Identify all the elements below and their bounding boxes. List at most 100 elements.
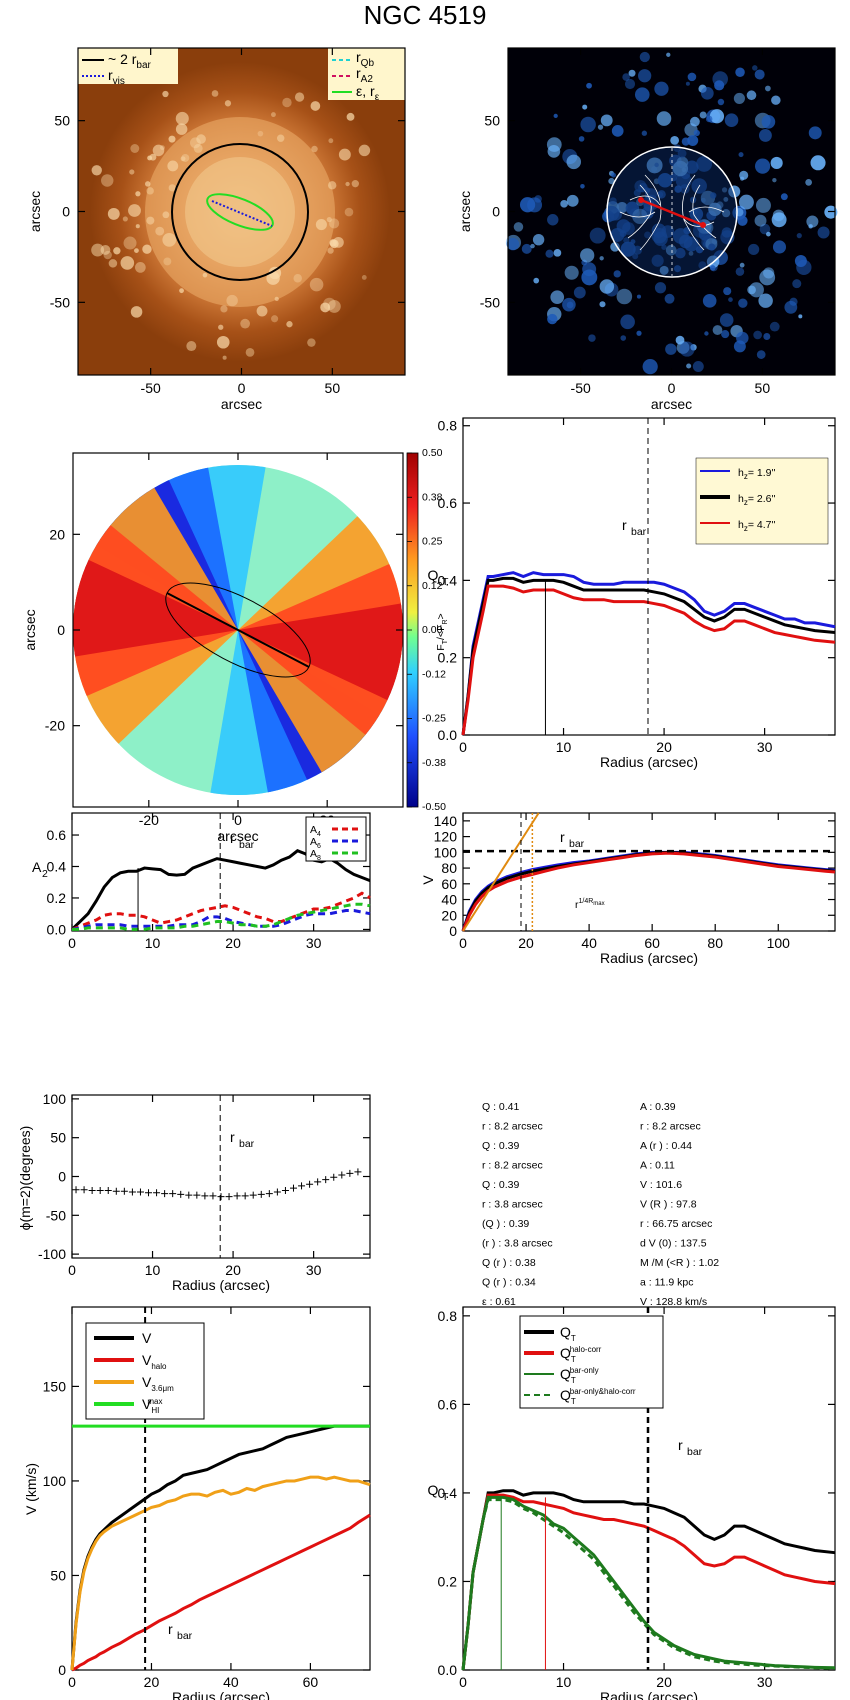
phase-point xyxy=(80,1186,88,1194)
phase-point xyxy=(128,1188,136,1196)
hi-clump xyxy=(817,226,830,239)
hi-clump xyxy=(735,267,745,276)
series-line xyxy=(461,1495,836,1671)
phase-point xyxy=(72,1186,80,1194)
hi-clump xyxy=(770,156,783,170)
hi-clump xyxy=(622,73,630,81)
tick-label: 0 xyxy=(459,935,467,951)
hi-clump xyxy=(599,301,606,308)
hi-clump xyxy=(578,136,585,142)
tick-label: 50 xyxy=(50,1567,66,1583)
bright-knot xyxy=(175,111,189,126)
hi-clump xyxy=(580,116,596,133)
hi-clump xyxy=(798,314,803,319)
x-axis-label: Radius (arcsec) xyxy=(600,950,698,966)
hi-clump xyxy=(679,341,695,357)
stat-right-line: r : 66.75 arcsec xyxy=(640,1218,712,1230)
series-line xyxy=(70,1424,370,1671)
hi-clump xyxy=(796,259,812,276)
tick-label: 50 xyxy=(755,380,771,396)
tick-label: 0.0 xyxy=(47,921,67,937)
bright-knot xyxy=(128,204,141,217)
hi-clump xyxy=(597,124,604,130)
bright-knot xyxy=(146,216,155,225)
bright-knot xyxy=(345,181,350,187)
bright-knot xyxy=(179,288,184,294)
tick-label: 40 xyxy=(223,1674,239,1690)
series-line xyxy=(70,1475,371,1671)
hi-clump xyxy=(692,361,704,373)
bright-knot xyxy=(202,272,208,278)
tick-label: -20 xyxy=(45,718,65,734)
y-axis-label: Q xyxy=(428,567,439,583)
stat-right-line: M /M (<R ) : 1.02 xyxy=(640,1257,719,1269)
plot-frame xyxy=(71,1306,371,1671)
bright-knot xyxy=(211,90,219,97)
stat-left-line: Q : 0.39 xyxy=(482,1140,520,1152)
force-ratio-map: 0.50 0.38 0.25 0.12 0.00 -0.12 -0.25 -0.38 -0.50… xyxy=(72,447,449,813)
tick-label: 0.8 xyxy=(438,418,458,434)
bright-knot xyxy=(193,143,203,153)
hi-clump xyxy=(581,269,598,286)
hi-clump xyxy=(733,92,745,104)
series-line xyxy=(70,849,371,931)
hi-clump xyxy=(792,279,802,289)
colorbar-tick-label: 0.12 xyxy=(422,580,443,592)
series-line xyxy=(461,1489,836,1671)
series-line xyxy=(71,1513,371,1672)
bright-knot xyxy=(216,335,230,349)
hi-clump xyxy=(639,51,650,63)
hi-clump xyxy=(620,335,627,341)
hi-clump xyxy=(728,297,733,302)
hi-clump xyxy=(709,265,716,271)
tick-label: -20 xyxy=(139,812,159,828)
hi-clump xyxy=(758,128,772,142)
series-line xyxy=(461,571,836,736)
hi-clump xyxy=(521,243,532,254)
phase-point xyxy=(161,1190,169,1198)
hz-legend-text: hz= 1.9'' xyxy=(738,467,776,481)
tick-label: 50 xyxy=(50,1130,66,1146)
bright-knot xyxy=(351,180,359,188)
bright-knot xyxy=(167,160,179,172)
tick-label: 10 xyxy=(145,935,161,951)
hi-clump xyxy=(624,78,636,90)
tick-label: 20 xyxy=(441,907,457,923)
hi-clump xyxy=(771,212,787,228)
hi-clump xyxy=(687,72,697,82)
phase-point xyxy=(338,1171,346,1179)
hi-clump xyxy=(641,130,648,136)
hi-clump xyxy=(754,214,767,227)
colorbar-tick-label: -0.38 xyxy=(422,757,446,769)
phase-point xyxy=(217,1193,225,1201)
stat-left-line: Q (r ) : 0.34 xyxy=(482,1277,536,1289)
series-line xyxy=(461,584,836,736)
bright-knot xyxy=(122,216,128,222)
hi-clump xyxy=(806,215,819,228)
phase-point xyxy=(314,1178,322,1186)
tick-label: 10 xyxy=(556,1674,572,1690)
series-line xyxy=(461,1493,836,1671)
tick-label: 40 xyxy=(581,935,597,951)
phase-point xyxy=(169,1190,177,1198)
hi-clump xyxy=(654,81,669,96)
colorbar-label: FT/<FR> xyxy=(435,613,449,650)
hi-clump xyxy=(754,158,771,174)
phase-point xyxy=(354,1168,362,1176)
hi-clump xyxy=(686,363,692,369)
hi-clump xyxy=(758,293,773,308)
tick-label: 0 xyxy=(449,923,457,939)
amp-legend-text: A8 xyxy=(310,848,321,862)
y-axis-label: V (km/s) xyxy=(23,1463,39,1515)
bright-knots xyxy=(91,90,371,360)
bright-knot xyxy=(220,305,228,313)
hi-clump xyxy=(600,114,613,127)
hi-clump xyxy=(761,114,776,129)
bright-knot xyxy=(245,348,255,357)
bright-knot xyxy=(135,191,141,197)
bright-knot xyxy=(134,248,139,253)
stat-right-line: d V (0) : 137.5 xyxy=(640,1238,707,1250)
image-panel-right xyxy=(505,47,838,376)
hi-clump xyxy=(553,113,558,119)
phase-point xyxy=(136,1188,144,1196)
